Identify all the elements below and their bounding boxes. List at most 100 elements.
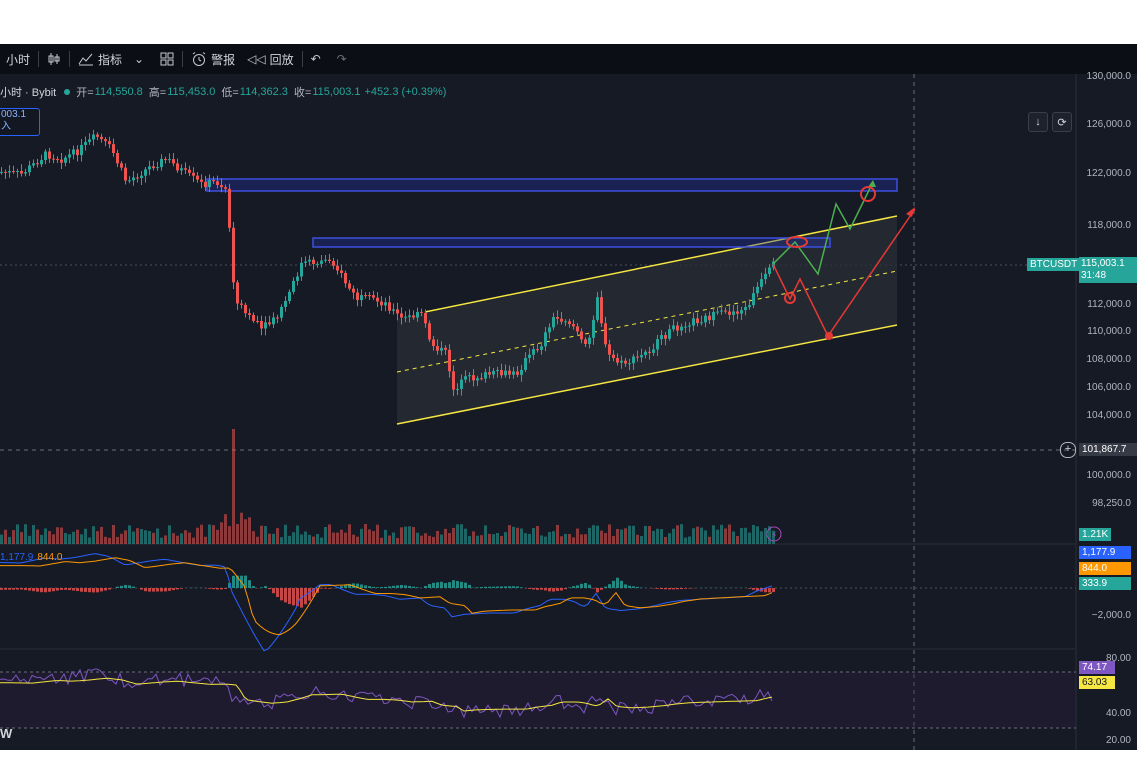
candle-body <box>648 351 651 353</box>
volume-bar <box>300 534 303 544</box>
volume-bar <box>652 530 655 544</box>
macd-histogram-bar <box>304 588 307 605</box>
candle-body <box>544 332 547 347</box>
alert-button[interactable]: 警报 <box>185 44 241 74</box>
volume-bar <box>444 528 447 544</box>
candle-body <box>432 339 435 347</box>
macd-histogram-bar <box>392 585 395 588</box>
candle-body <box>736 311 739 314</box>
volume-bar <box>684 537 687 544</box>
candle-body <box>272 317 275 325</box>
macd-histogram-bar <box>668 588 671 590</box>
indicators-button[interactable]: 指标 <box>72 44 128 74</box>
volume-bar <box>208 524 211 544</box>
volume-bar <box>240 512 243 544</box>
macd-legend: 1,177.9 844.0 <box>0 552 62 563</box>
volume-bar <box>104 536 107 544</box>
symbol-title[interactable]: 小时 · Bybit <box>0 87 57 99</box>
macd-histogram-bar <box>588 584 591 588</box>
volume-bar <box>484 525 487 544</box>
candle-body <box>4 171 7 173</box>
volume-bar <box>308 534 311 544</box>
macd-histogram-bar <box>412 586 415 588</box>
channel-mid-line <box>396 270 898 373</box>
volume-bar <box>352 534 355 544</box>
volume-bar <box>592 525 595 544</box>
toolbar-divider <box>69 51 71 67</box>
redo-button[interactable]: ↷ <box>331 44 357 74</box>
candle-body <box>508 370 511 375</box>
candle-body <box>616 358 619 363</box>
price-tick: 118,000.0 <box>1087 220 1131 231</box>
scroll-down-button[interactable]: ↓ <box>1028 112 1048 132</box>
candle-body <box>584 339 587 344</box>
reset-scale-button[interactable]: ⟳ <box>1052 112 1072 132</box>
macd-histogram-bar <box>560 588 563 591</box>
candle-body <box>268 322 271 325</box>
macd-legend-value: 1,177.9 <box>0 552 34 563</box>
candle-body <box>248 313 251 315</box>
volume-bar <box>316 534 319 544</box>
macd-histogram-bar <box>376 587 379 588</box>
candle-body <box>516 371 519 375</box>
volume-bar <box>256 536 259 544</box>
candle-body <box>440 347 443 351</box>
order-box[interactable]: 003.1 入 <box>0 108 40 136</box>
volume-bar <box>196 527 199 544</box>
lightning-icon[interactable] <box>766 526 782 542</box>
candle-body <box>620 360 623 363</box>
candle-body <box>24 172 27 174</box>
macd-tag: 1,177.9 <box>1079 546 1131 559</box>
candle-body <box>228 188 231 228</box>
undo-button[interactable]: ↶ <box>305 44 331 74</box>
macd-histogram-bar <box>132 586 135 588</box>
rsi-tick: 80.00 <box>1105 653 1131 664</box>
volume-bar <box>180 533 183 544</box>
layout-button[interactable] <box>154 44 180 74</box>
interval-button[interactable]: 小时 <box>0 44 36 74</box>
replay-label: 回放 <box>269 52 294 67</box>
macd-histogram-bar <box>160 588 163 592</box>
candle-type-button[interactable] <box>41 44 67 74</box>
candle-body <box>376 297 379 302</box>
chart-area[interactable]: ⚡ 小时 · Bybit 开= 114,550.8 高= 115,453.0 低= 1… <box>0 71 1137 750</box>
volume-bar <box>332 532 335 544</box>
annotation-circle <box>786 236 808 248</box>
macd-histogram-bar <box>56 588 59 591</box>
candle-body <box>740 310 743 314</box>
volume-bar <box>112 524 115 544</box>
macd-histogram-bar <box>116 586 119 588</box>
volume-bar <box>620 529 623 544</box>
macd-histogram-bar <box>400 584 403 588</box>
last-price: 115,003.1 <box>1081 258 1125 269</box>
macd-histogram-bar <box>168 588 171 591</box>
volume-bar <box>88 537 91 544</box>
replay-button[interactable]: ◁◁ 回放 <box>241 44 299 74</box>
last-price-tag: 115,003.1 31:48 <box>1079 257 1137 283</box>
macd-histogram-bar <box>84 588 87 592</box>
chart-canvas[interactable]: ⚡ <box>0 74 1137 750</box>
candle-body <box>72 149 75 155</box>
candle-body <box>64 157 67 163</box>
volume-bar <box>448 533 451 544</box>
close-label: 收= <box>293 87 312 99</box>
indicators-dropdown-button[interactable]: ⌄ <box>128 44 154 74</box>
macd-histogram-bar <box>108 588 111 590</box>
rsi-tick: 20.00 <box>1105 735 1131 746</box>
volume-bar <box>616 528 619 544</box>
volume-bar <box>188 532 191 544</box>
volume-bar <box>176 535 179 544</box>
candle-body <box>656 339 659 350</box>
volume-bar <box>76 529 79 544</box>
macd-histogram-bar <box>12 588 15 590</box>
channel-lower-line <box>396 324 898 425</box>
macd-histogram-bar <box>428 584 431 588</box>
volume-bar <box>396 537 399 544</box>
interval-label: 小时 <box>6 52 31 67</box>
volume-bar <box>648 526 651 544</box>
candle-body <box>156 167 159 169</box>
candle-body <box>80 145 83 156</box>
candle-body <box>112 144 115 154</box>
add-alert-button[interactable]: + <box>1060 442 1076 458</box>
volume-bar <box>548 532 551 544</box>
